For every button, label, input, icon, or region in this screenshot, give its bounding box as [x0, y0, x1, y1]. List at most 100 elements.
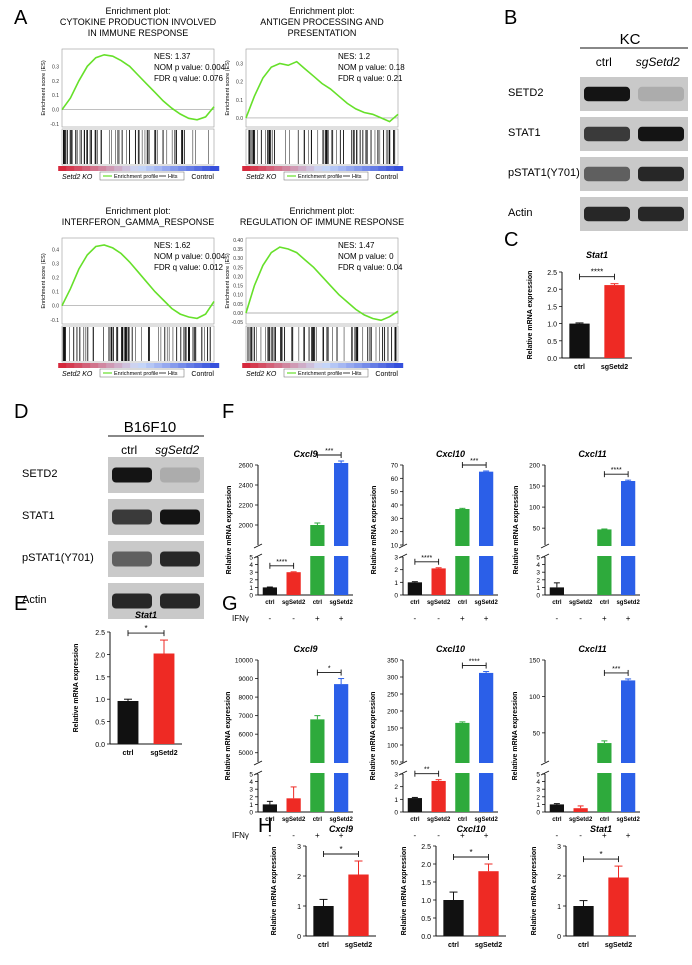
y-tick-label: 100 [529, 505, 540, 512]
gsea-title-line: INTERFERON_GAMMA_RESPONSE [62, 217, 215, 227]
y-tick-label: 1 [394, 580, 398, 587]
rank-gradient-cell [74, 166, 84, 171]
gsea-ytick: 0.15 [233, 284, 243, 290]
significance-label: **** [276, 559, 287, 566]
rank-gradient-cell [290, 363, 300, 368]
x-tick-label: ctrl [574, 364, 585, 371]
rank-gradient-cell [186, 166, 196, 171]
rank-gradient-cell [298, 166, 308, 171]
gsea-legend-hits: Hits [352, 371, 362, 377]
gsea-ytick: 0.20 [233, 274, 243, 280]
y-tick-label: 5 [249, 555, 253, 562]
y-tick-label: 1.0 [95, 697, 105, 704]
x-tick-label: ctrl [458, 817, 468, 823]
significance-label: **** [421, 555, 432, 562]
ifn-sign: - [579, 614, 582, 623]
y-tick-label: 0 [297, 934, 301, 941]
chart-title: Stat1 [590, 824, 612, 834]
gsea-plot-frame [61, 237, 215, 325]
blot-band [112, 467, 152, 483]
significance-label: *** [325, 448, 333, 455]
x-tick-label: ctrl [123, 750, 134, 757]
x-tick-label: ctrl [313, 600, 323, 606]
x-tick-label: sgSetd2 [569, 600, 593, 606]
y-tick-label: 3 [394, 555, 398, 562]
rank-gradient-cell [330, 166, 340, 171]
axis-break-mark [540, 760, 550, 766]
rank-gradient-cell [378, 166, 388, 171]
rank-gradient-cell [354, 166, 364, 171]
y-tick-label: 2600 [239, 463, 254, 470]
y-tick-label: 150 [529, 484, 540, 491]
axis-break-mark [253, 543, 263, 549]
bar-chart-h-cxcl9: Cxcl9 0 1 2 3 Relative mRNA expression ctrl sgS… [271, 824, 376, 949]
bar-ifn-ctrl [310, 525, 325, 595]
bar-break-gap [620, 763, 637, 773]
ifn-sign: + [315, 614, 320, 623]
y-axis-label: Relative mRNA expression [401, 847, 408, 936]
chart-title: Cxcl9 [329, 824, 353, 834]
y-axis-label: Relative mRNA expression [513, 486, 520, 575]
y-tick-label: 3 [249, 787, 253, 794]
gsea-title-line: REGULATION OF IMMUNE RESPONSE [240, 217, 404, 227]
bar-chart-c-stat1: Stat1 0.0 0.5 1.0 1.5 2.0 2.5 Relative mRNA exp… [527, 250, 632, 371]
gsea-title-line: Enrichment plot: [105, 6, 170, 16]
rank-gradient-cell [130, 166, 140, 171]
rank-gradient-cell [90, 166, 100, 171]
y-tick-label: 30 [391, 516, 399, 523]
bar-break-gap [454, 546, 471, 556]
rank-gradient-cell [202, 166, 212, 171]
bar-break-gap [596, 546, 613, 556]
gsea-stat: NES: 1.2 [338, 52, 371, 61]
bar-ctrl [117, 700, 139, 744]
y-tick-label: 1 [297, 904, 301, 911]
gsea-legend-profile: Enrichment profile [114, 371, 158, 377]
x-tick-label: ctrl [265, 817, 275, 823]
x-tick-label: ctrl [448, 942, 459, 949]
y-tick-label: 2 [394, 567, 398, 574]
y-tick-label: 0 [394, 810, 398, 817]
gsea-ytick: 0.05 [233, 302, 243, 308]
western-blot-b: KC ctrl sgSetd2 SETD2 STAT1 pSTAT1(Y701) Actin [508, 31, 688, 231]
y-tick-label: 2 [297, 874, 301, 881]
rank-gradient-cell [82, 166, 92, 171]
gsea-ytick: 0.40 [233, 238, 243, 244]
bar-ctrl [313, 906, 334, 936]
y-tick-label: 2 [394, 784, 398, 791]
gsea-ytick: 0.25 [233, 265, 243, 271]
y-axis-label: Relative mRNA expression [225, 692, 232, 781]
bar-ctrl [443, 900, 464, 936]
hits-strip [61, 325, 215, 363]
y-tick-label: 8000 [239, 695, 254, 702]
ifn-sign: - [292, 614, 295, 623]
western-blot-layer: KC ctrl sgSetd2 SETD2 STAT1 pSTAT1(Y701) Actin… [22, 31, 688, 619]
rank-gradient-cell [298, 363, 308, 368]
blot-row-label: SETD2 [508, 87, 543, 99]
rank-gradient-cell [122, 363, 132, 368]
bar-sgSetd2 [348, 874, 369, 936]
rank-gradient-cell [378, 363, 388, 368]
panel-letter-d: D [14, 401, 28, 423]
gsea-legend-hits: Hits [168, 371, 178, 377]
rank-gradient-cell [210, 363, 220, 368]
bar-chart-f-cxcl10: Cxcl10 0 1 2 3 10 20 30 40 50 60 70 Relative mRNA ex… [371, 449, 498, 623]
gsea-plot-2: Enrichment plot:ANTIGEN PROCESSING ANDPR… [225, 6, 405, 181]
significance-label: * [469, 848, 472, 857]
y-tick-label: 2 [249, 577, 253, 584]
bar-ifn-sgSetd2 [479, 471, 494, 595]
significance-label: **** [591, 268, 603, 277]
blot-band [638, 126, 684, 142]
rank-gradient-cell [370, 166, 380, 171]
y-tick-label: 0 [557, 934, 561, 941]
gsea-ytick: 0.2 [52, 275, 59, 281]
gsea-stat: FDR q value: 0.04 [338, 263, 403, 272]
chart-title: Cxcl11 [578, 644, 606, 654]
y-tick-label: 100 [387, 743, 398, 750]
bar-break-gap [620, 546, 637, 556]
x-tick-label: sgSetd2 [601, 364, 628, 371]
hits-strip [245, 325, 399, 363]
gsea-ylabel: Enrichment score (ES) [225, 253, 231, 308]
gsea-legend-hits: Hits [168, 174, 178, 180]
